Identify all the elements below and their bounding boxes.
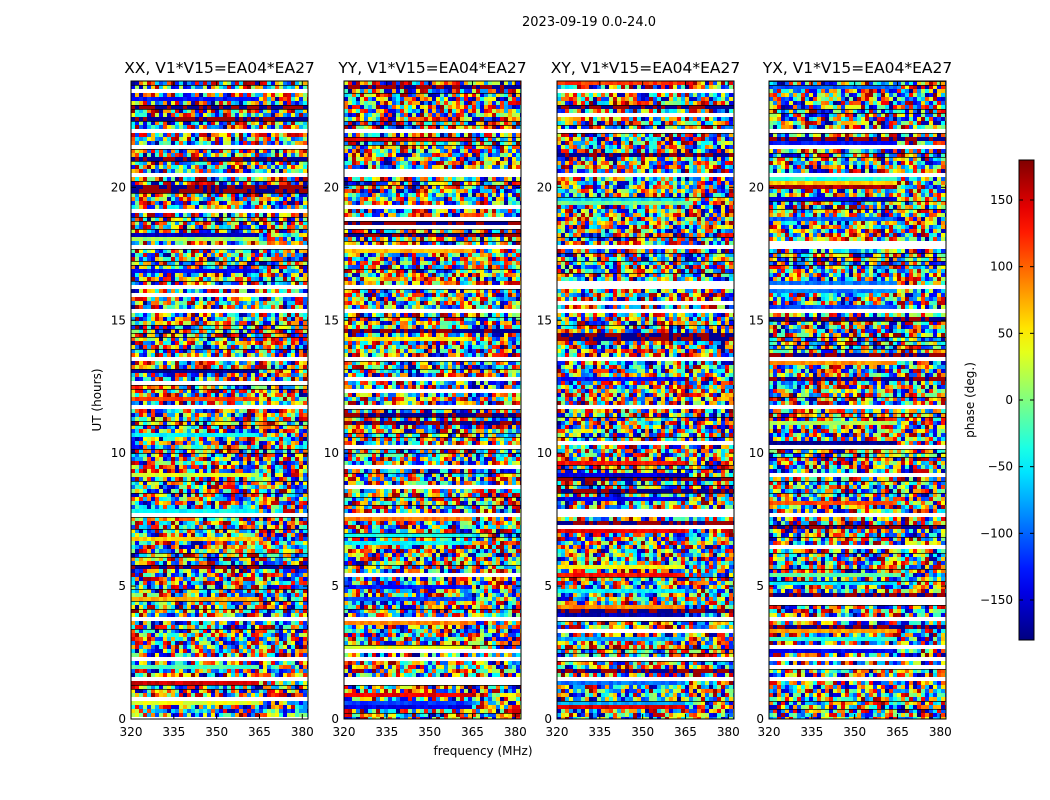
y-tick-label: 15 bbox=[111, 313, 126, 327]
y-tick-label: 0 bbox=[118, 712, 126, 726]
y-tick-label: 10 bbox=[749, 446, 764, 460]
x-tick-label: 320 bbox=[120, 725, 143, 739]
panel-xx: XX, V1*V15=EA04*EA27 320 335 350 365 380 0 5 10 1… bbox=[111, 59, 315, 739]
y-tick-label: 5 bbox=[544, 579, 552, 593]
phase-waterfall-image bbox=[344, 81, 521, 719]
x-tick-label: 380 bbox=[929, 725, 952, 739]
x-axis-label: frequency (MHz) bbox=[433, 744, 532, 758]
panel-frame bbox=[768, 80, 947, 720]
y-tick-label: 0 bbox=[756, 712, 764, 726]
x-tick-label: 335 bbox=[375, 725, 398, 739]
y-tick-label: 20 bbox=[537, 180, 552, 194]
y-tick-label: 0 bbox=[544, 712, 552, 726]
panel-yy: YY, V1*V15=EA04*EA27 320 335 350 365 380 0 5 10 1… bbox=[324, 59, 527, 739]
y-tick-label: 20 bbox=[324, 180, 339, 194]
figure-title: 2023-09-19 0.0-24.0 bbox=[522, 15, 656, 30]
x-tick-label: 350 bbox=[843, 725, 866, 739]
colorbar-label: phase (deg.) bbox=[963, 362, 977, 438]
y-tick-label: 0 bbox=[331, 712, 339, 726]
x-tick-label: 365 bbox=[886, 725, 909, 739]
colorbar-tick-label: −50 bbox=[988, 460, 1013, 474]
y-tick-label: 20 bbox=[749, 180, 764, 194]
colorbar-tick-label: −100 bbox=[980, 526, 1013, 540]
panel-title: YY, V1*V15=EA04*EA27 bbox=[337, 59, 526, 77]
phase-waterfall-image bbox=[557, 81, 734, 719]
colorbar-tick-label: −150 bbox=[980, 593, 1013, 607]
panel-xy: XY, V1*V15=EA04*EA27 320 335 350 365 380 0 5 10 1… bbox=[537, 59, 741, 739]
x-tick-label: 380 bbox=[504, 725, 527, 739]
x-tick-label: 320 bbox=[333, 725, 356, 739]
panel-title: YX, V1*V15=EA04*EA27 bbox=[762, 59, 952, 77]
panel-title: XY, V1*V15=EA04*EA27 bbox=[551, 59, 740, 77]
y-tick-label: 10 bbox=[111, 446, 126, 460]
y-axis-label: UT (hours) bbox=[90, 368, 104, 431]
x-tick-label: 380 bbox=[717, 725, 740, 739]
y-tick-label: 15 bbox=[749, 313, 764, 327]
x-tick-label: 350 bbox=[418, 725, 441, 739]
y-tick-label: 10 bbox=[324, 446, 339, 460]
x-tick-label: 335 bbox=[162, 725, 185, 739]
colorbar-tick-label: 0 bbox=[1005, 393, 1013, 407]
y-tick-label: 10 bbox=[537, 446, 552, 460]
panel-yx: YX, V1*V15=EA04*EA27 320 335 350 365 380 0 5 10 1… bbox=[749, 59, 953, 739]
x-tick-label: 350 bbox=[631, 725, 654, 739]
y-tick-label: 5 bbox=[118, 579, 126, 593]
panel-frame bbox=[343, 80, 522, 720]
x-tick-label: 335 bbox=[588, 725, 611, 739]
y-tick-label: 20 bbox=[111, 180, 126, 194]
y-tick-label: 5 bbox=[756, 579, 764, 593]
x-tick-label: 380 bbox=[291, 725, 314, 739]
x-tick-label: 320 bbox=[546, 725, 569, 739]
x-tick-label: 335 bbox=[800, 725, 823, 739]
colorbar-tick-label: 50 bbox=[998, 326, 1013, 340]
y-tick-label: 5 bbox=[331, 579, 339, 593]
panel-frame bbox=[130, 80, 309, 720]
x-tick-label: 320 bbox=[758, 725, 781, 739]
x-tick-label: 365 bbox=[674, 725, 697, 739]
x-tick-label: 365 bbox=[461, 725, 484, 739]
y-tick-label: 15 bbox=[537, 313, 552, 327]
x-tick-label: 365 bbox=[248, 725, 271, 739]
x-tick-label: 350 bbox=[205, 725, 228, 739]
colorbar: −150 −100 −50 0 50 100 150 bbox=[980, 159, 1035, 641]
colorbar-tick-label: 150 bbox=[990, 193, 1013, 207]
colorbar-tick-label: 100 bbox=[990, 260, 1013, 274]
y-tick-label: 15 bbox=[324, 313, 339, 327]
phase-waterfall-image bbox=[131, 81, 308, 719]
phase-waterfall-image bbox=[769, 81, 946, 719]
panel-title: XX, V1*V15=EA04*EA27 bbox=[124, 59, 315, 77]
panel-frame bbox=[556, 80, 735, 720]
panels-group: XX, V1*V15=EA04*EA27 320 335 350 365 380 0 5 10 1… bbox=[111, 59, 953, 739]
